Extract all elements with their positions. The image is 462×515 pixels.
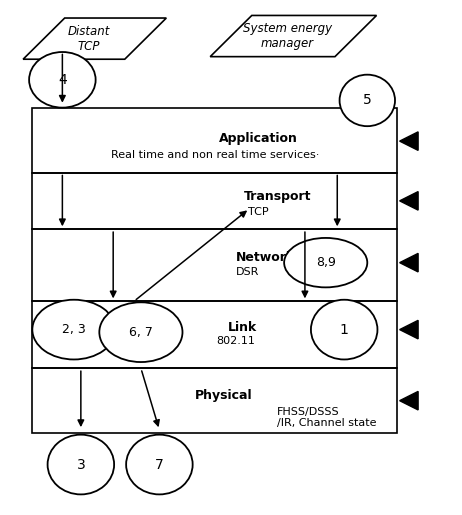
Text: 3: 3 xyxy=(77,457,85,472)
Ellipse shape xyxy=(99,302,182,362)
Polygon shape xyxy=(400,320,418,339)
Bar xyxy=(32,108,397,173)
Text: 4: 4 xyxy=(58,73,67,87)
Text: Distant
TCP: Distant TCP xyxy=(67,25,109,53)
Polygon shape xyxy=(400,391,418,410)
Polygon shape xyxy=(400,132,418,150)
Ellipse shape xyxy=(311,300,377,359)
Bar xyxy=(32,368,397,433)
Bar xyxy=(32,173,397,229)
Text: System energy
manager: System energy manager xyxy=(243,22,332,50)
Text: Link: Link xyxy=(228,320,257,334)
Text: 7: 7 xyxy=(155,457,164,472)
Ellipse shape xyxy=(126,435,193,494)
Text: 6, 7: 6, 7 xyxy=(129,325,153,339)
Polygon shape xyxy=(23,18,166,59)
Text: Real time and non real time services·: Real time and non real time services· xyxy=(110,149,319,160)
Polygon shape xyxy=(400,253,418,272)
Text: FHSS/DSSS
/IR, Channel state: FHSS/DSSS /IR, Channel state xyxy=(277,407,377,428)
Text: 2, 3: 2, 3 xyxy=(62,323,86,336)
Ellipse shape xyxy=(340,75,395,126)
Ellipse shape xyxy=(48,435,114,494)
Ellipse shape xyxy=(284,238,367,287)
Text: Transport: Transport xyxy=(243,190,311,203)
Text: TCP: TCP xyxy=(249,207,269,217)
Text: 1: 1 xyxy=(340,322,349,337)
Text: Network: Network xyxy=(236,251,295,264)
Ellipse shape xyxy=(32,300,116,359)
Text: Application: Application xyxy=(219,131,298,145)
Ellipse shape xyxy=(29,52,96,108)
Bar xyxy=(32,301,397,368)
Polygon shape xyxy=(400,192,418,210)
Polygon shape xyxy=(210,15,377,57)
Text: 8,9: 8,9 xyxy=(316,256,336,269)
Text: Physical: Physical xyxy=(195,389,253,402)
Text: 5: 5 xyxy=(363,93,371,108)
Text: 802.11: 802.11 xyxy=(216,336,255,347)
Text: DSR: DSR xyxy=(236,267,259,277)
Bar xyxy=(32,229,397,301)
